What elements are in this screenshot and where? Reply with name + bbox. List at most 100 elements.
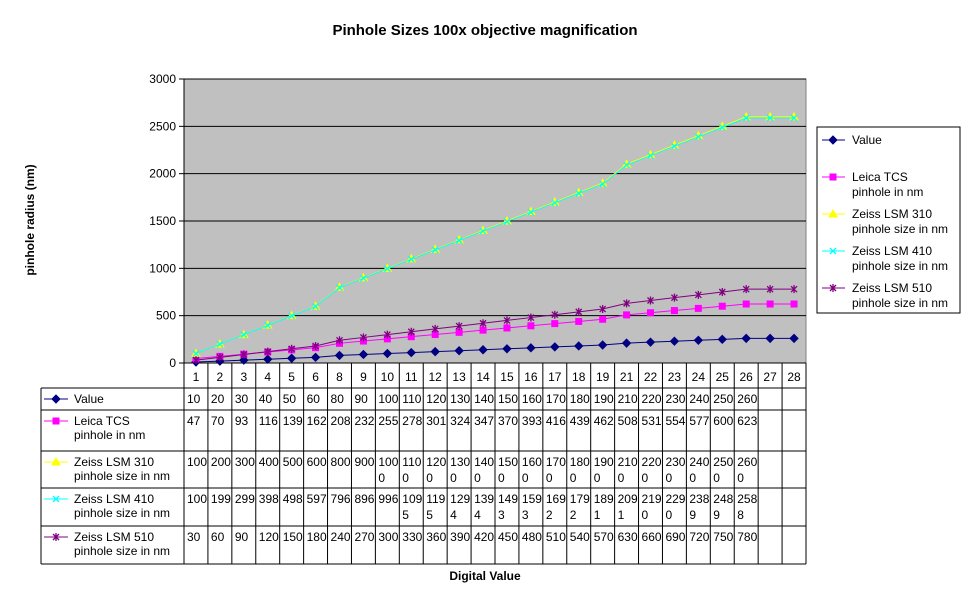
y-tick-label: 500 xyxy=(156,309,176,323)
table-cell: 250 xyxy=(713,392,733,406)
table-cell: 80 xyxy=(331,392,345,406)
table-cell: 0 xyxy=(570,471,577,485)
table-row-header: Value xyxy=(74,392,104,406)
table-cell: 258 xyxy=(737,492,757,506)
data-point xyxy=(718,123,726,131)
data-point xyxy=(599,315,607,323)
table-cell: 900 xyxy=(354,455,374,469)
data-point xyxy=(527,313,535,322)
data-point xyxy=(334,350,345,361)
y-tick-label: 0 xyxy=(169,356,176,370)
table-cell: 720 xyxy=(689,530,709,544)
x-tick-label: 2 xyxy=(217,370,224,384)
data-point xyxy=(216,340,224,348)
y-tick-label: 2500 xyxy=(149,119,176,133)
data-point xyxy=(503,218,511,226)
y-tick-label: 1500 xyxy=(149,214,176,228)
data-point xyxy=(718,288,726,296)
data-point xyxy=(766,300,774,308)
table-cell: 160 xyxy=(522,455,542,469)
table-cell: 896 xyxy=(354,492,374,506)
table-row-header: pinhole in nm xyxy=(74,428,145,442)
data-point xyxy=(647,296,654,305)
table-cell: 531 xyxy=(642,414,662,428)
table-cell: 510 xyxy=(546,530,566,544)
table-cell: 209 xyxy=(618,492,638,506)
x-tick-label: 11 xyxy=(405,370,418,384)
table-cell: 270 xyxy=(354,530,374,544)
data-point xyxy=(647,309,654,317)
data-point xyxy=(455,237,463,244)
data-point xyxy=(623,311,631,319)
x-tick-label: 18 xyxy=(572,370,586,384)
table-cell: 393 xyxy=(522,414,542,428)
table-cell: 301 xyxy=(426,414,446,428)
data-point xyxy=(766,114,774,122)
table-cell: 1 xyxy=(594,508,601,522)
data-point xyxy=(192,356,200,365)
table-cell: 0 xyxy=(474,471,481,485)
table-cell: 232 xyxy=(354,414,374,428)
table-cell: 0 xyxy=(594,471,601,485)
table-cell: 416 xyxy=(546,414,566,428)
data-point xyxy=(670,307,678,315)
x-tick-label: 26 xyxy=(740,370,754,384)
table-cell: 780 xyxy=(737,530,757,544)
y-tick-label: 3000 xyxy=(149,72,176,86)
table-cell: 180 xyxy=(570,455,590,469)
table-cell: 2 xyxy=(546,508,553,522)
data-point xyxy=(503,324,511,332)
table-cell: 240 xyxy=(689,392,709,406)
table-cell: 190 xyxy=(594,392,614,406)
data-point xyxy=(693,335,704,345)
table-cell: 630 xyxy=(618,530,638,544)
table-cell: 90 xyxy=(235,530,249,544)
series-line xyxy=(195,117,795,354)
table-cell: 554 xyxy=(665,414,685,428)
x-tick-label: 1 xyxy=(193,370,200,384)
table-cell: 398 xyxy=(259,492,279,506)
table-cell: 623 xyxy=(737,414,757,428)
table-cell: 3 xyxy=(522,508,529,522)
table-cell: 120 xyxy=(426,392,446,406)
table-cell: 480 xyxy=(522,530,542,544)
table-cell: 260 xyxy=(737,392,757,406)
series-line xyxy=(195,288,795,361)
data-point xyxy=(718,302,726,310)
data-point xyxy=(741,333,751,344)
table-cell: 139 xyxy=(283,414,303,428)
legend-entry: Value xyxy=(852,133,882,147)
data-point xyxy=(647,152,654,160)
data-point xyxy=(790,114,798,122)
data-point xyxy=(621,338,632,348)
table-cell: 750 xyxy=(713,530,733,544)
data-point xyxy=(359,333,367,342)
table-row-header: pinhole size in nm xyxy=(74,506,170,520)
data-point xyxy=(288,344,296,353)
table-cell: 2 xyxy=(570,508,577,522)
table-cell: 30 xyxy=(187,530,201,544)
legend-marker xyxy=(829,173,837,181)
table-cell: 170 xyxy=(546,392,566,406)
table-cell: 170 xyxy=(546,455,566,469)
data-point xyxy=(479,326,487,334)
data-point xyxy=(765,333,775,344)
table-legend-marker xyxy=(52,533,60,541)
y-tick-label: 1000 xyxy=(149,261,176,275)
table-cell: 0 xyxy=(402,471,409,485)
table-cell: 0 xyxy=(498,471,505,485)
table-row-header: pinhole size in nm xyxy=(74,544,170,558)
table-cell: 200 xyxy=(211,455,231,469)
table-cell: 0 xyxy=(642,508,649,522)
table-cell: 120 xyxy=(259,530,279,544)
data-point xyxy=(597,340,608,350)
data-point xyxy=(264,347,272,356)
data-point xyxy=(645,337,656,347)
table-cell: 400 xyxy=(259,455,279,469)
table-row-header: pinhole size in nm xyxy=(74,469,170,483)
data-point xyxy=(790,300,798,308)
table-cell: 9 xyxy=(689,508,696,522)
legend-marker xyxy=(828,135,838,145)
table-cell: 230 xyxy=(665,455,685,469)
x-tick-label: 14 xyxy=(476,370,490,384)
